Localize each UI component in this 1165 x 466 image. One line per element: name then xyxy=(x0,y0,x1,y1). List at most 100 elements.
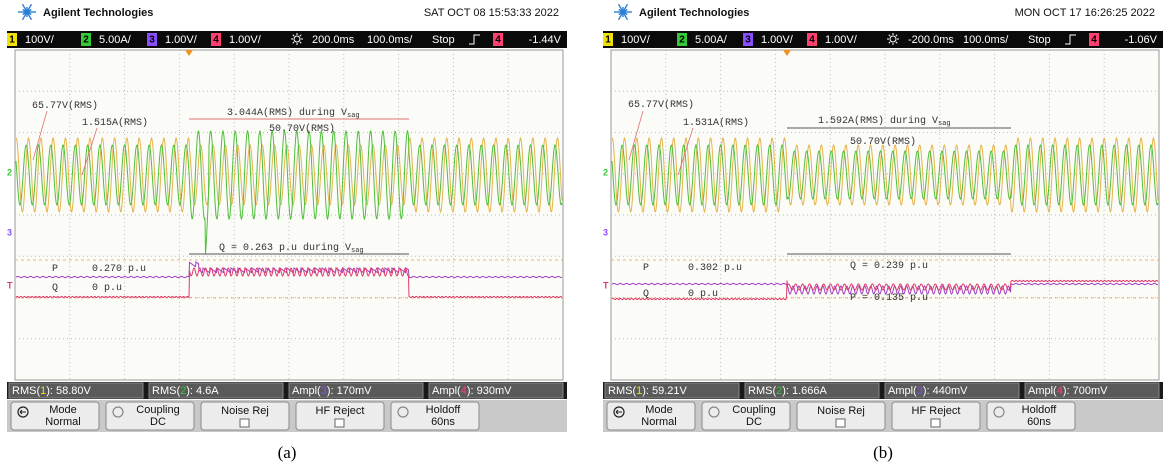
annotation: 0.302 p.u xyxy=(688,263,742,274)
measurement-prefix: RMS( xyxy=(748,385,776,397)
channel-scale: 1.00V/ xyxy=(165,34,198,46)
timebase: 100.0ms/ xyxy=(963,34,1009,46)
annotation-text: Q = 0.263 p.u during V xyxy=(219,242,351,254)
run-state: Stop xyxy=(432,34,455,46)
channel-scale: 5.00A/ xyxy=(695,34,728,46)
ground-marker: T xyxy=(603,280,609,290)
measurement: Ampl(3): 170mV xyxy=(292,385,372,397)
channel-number: 2 xyxy=(679,35,685,46)
measurement-suffix: ): 1.666A xyxy=(782,385,827,397)
softkey-value[interactable]: 60ns xyxy=(431,416,455,428)
annotation: Q xyxy=(643,289,649,300)
measurement-suffix: ): 700mV xyxy=(1063,385,1108,397)
scope-panel: Agilent TechnologiesSAT OCT 08 15:53:33 … xyxy=(7,0,567,432)
softkey-title[interactable]: Holdoff xyxy=(1022,404,1058,416)
softkey-title[interactable]: Mode xyxy=(49,404,77,416)
delay: -200.0ms xyxy=(908,34,954,46)
annotation: 0 p.u xyxy=(92,283,122,294)
trigger-channel: 4 xyxy=(1091,35,1097,46)
page: {"panels": [ {"brand": "Agilent Technolo… xyxy=(0,0,1165,466)
channel-number: 4 xyxy=(213,35,219,46)
trigger-channel: 4 xyxy=(495,35,501,46)
softkey-value[interactable]: DC xyxy=(746,416,762,428)
measurement: Ampl(4): 930mV xyxy=(432,385,512,397)
softkey-title[interactable]: Holdoff xyxy=(426,404,462,416)
annotation: 1.592A(RMS) during Vsag xyxy=(818,115,951,128)
softkey-value[interactable]: DC xyxy=(150,416,166,428)
annotation-text: 3.044A(RMS) during V xyxy=(227,107,347,119)
softkey-title[interactable]: HF Reject xyxy=(316,405,365,417)
measurement: RMS(2): 4.6A xyxy=(152,385,219,397)
softkey[interactable]: Noise Rej xyxy=(201,402,289,430)
timestamp: MON OCT 17 16:26:25 2022 xyxy=(1015,7,1155,19)
softkey[interactable]: HF Reject xyxy=(892,402,980,430)
measurement-suffix: ): 440mV xyxy=(923,385,968,397)
annotation-text: 1.515A(RMS) xyxy=(82,117,148,129)
annotation: P xyxy=(643,263,649,274)
trigger-level: -1.44V xyxy=(529,34,562,46)
softkey-check[interactable] xyxy=(335,419,344,427)
annotation: Q = 0.263 p.u during Vsag xyxy=(219,242,364,255)
ground-marker: T xyxy=(7,280,13,290)
annotation-text: 1.531A(RMS) xyxy=(683,117,749,129)
annotation: P = 0.135 p.u xyxy=(850,293,928,304)
annotation-text: P = 0.135 p.u xyxy=(850,293,928,304)
softkey-check[interactable] xyxy=(836,419,845,427)
brand: Agilent Technologies xyxy=(639,7,749,19)
softkey-value[interactable]: 60ns xyxy=(1027,416,1051,428)
ground-marker: 2 xyxy=(7,167,12,177)
measurement: RMS(1): 59.21V xyxy=(608,385,688,397)
softkey-value[interactable]: Normal xyxy=(45,416,80,428)
softkey-title[interactable]: HF Reject xyxy=(912,405,961,417)
measurement: Ampl(4): 700mV xyxy=(1028,385,1108,397)
annotation: Q xyxy=(52,283,58,294)
softkey-value[interactable]: Normal xyxy=(641,416,676,428)
measurement-suffix: ): 58.80V xyxy=(46,385,91,397)
softkey-title[interactable]: Noise Rej xyxy=(221,405,269,417)
annotation: 65.77V(RMS) xyxy=(628,99,694,111)
softkey-title[interactable]: Coupling xyxy=(732,404,775,416)
annotation: 1.531A(RMS) xyxy=(683,117,749,129)
annotation-text: Q xyxy=(643,289,649,300)
annotation-text: 65.77V(RMS) xyxy=(32,100,98,112)
measurement-suffix: ): 4.6A xyxy=(186,385,219,397)
annotation-subscript: sag xyxy=(938,120,951,128)
softkey-title[interactable]: Mode xyxy=(645,404,673,416)
scope-panel: Agilent Technologies MON OCT 17 16:26:25 … xyxy=(603,0,1163,432)
measurement: RMS(2): 1.666A xyxy=(748,385,828,397)
softkey[interactable]: Noise Rej xyxy=(797,402,885,430)
annotation: 65.77V(RMS) xyxy=(32,100,98,112)
annotation: 3.044A(RMS) during Vsag xyxy=(227,107,360,120)
timebase: 100.0ms/ xyxy=(367,34,413,46)
softkey-title[interactable]: Coupling xyxy=(136,404,179,416)
measurement-prefix: RMS( xyxy=(152,385,180,397)
measurement-prefix: Ampl( xyxy=(888,385,917,397)
channel-scale: 1.00V/ xyxy=(825,34,858,46)
annotation-text: 0.302 p.u xyxy=(688,263,742,274)
measurement-suffix: ): 59.21V xyxy=(642,385,687,397)
channel-scale: 100V/ xyxy=(25,34,55,46)
channel-number: 4 xyxy=(809,35,815,46)
brand: Agilent Technologies xyxy=(43,7,153,19)
figure: Agilent TechnologiesSAT OCT 08 15:53:33 … xyxy=(0,0,1165,466)
measurement: RMS(1): 58.80V xyxy=(12,385,92,397)
channel-number: 1 xyxy=(9,35,15,46)
softkey-title[interactable]: Noise Rej xyxy=(817,405,865,417)
measurement-suffix: ): 930mV xyxy=(467,385,512,397)
caption: (a) xyxy=(278,443,297,462)
channel-scale: 5.00A/ xyxy=(99,34,132,46)
annotation-text: 65.77V(RMS) xyxy=(628,99,694,111)
softkey-check[interactable] xyxy=(240,419,249,427)
channel-number: 2 xyxy=(83,35,89,46)
softkey-check[interactable] xyxy=(931,419,940,427)
softkey[interactable]: HF Reject xyxy=(296,402,384,430)
annotation-text: Q xyxy=(52,283,58,294)
measurement-prefix: Ampl( xyxy=(292,385,321,397)
caption: (b) xyxy=(873,443,893,462)
